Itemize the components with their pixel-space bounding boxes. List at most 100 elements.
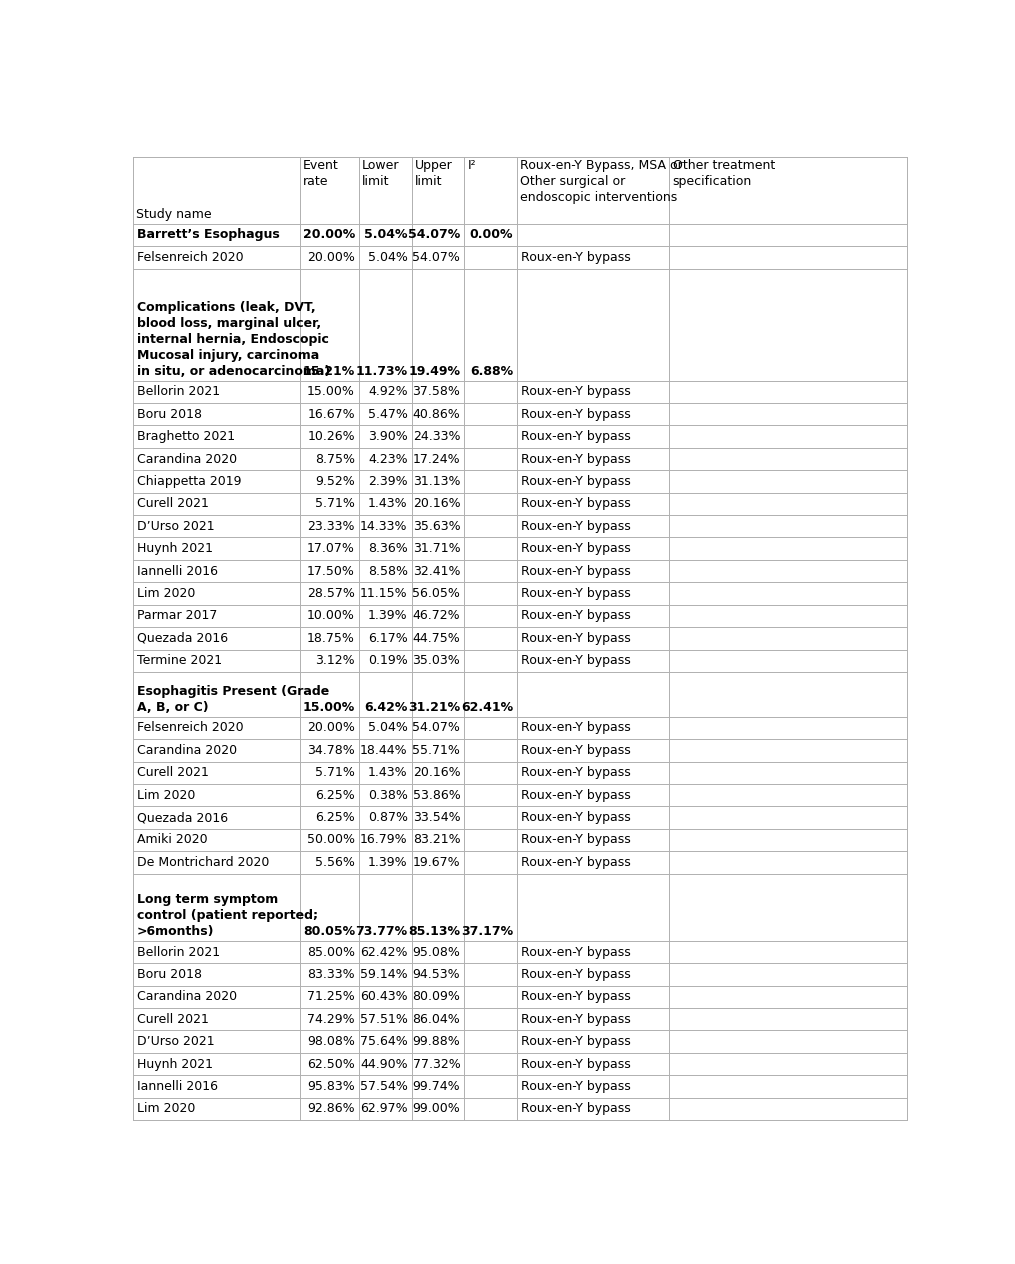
Text: Roux-en-Y Bypass, MSA or
Other surgical or
endoscopic interventions: Roux-en-Y Bypass, MSA or Other surgical …	[520, 159, 683, 205]
Text: Roux-en-Y bypass: Roux-en-Y bypass	[521, 632, 630, 645]
Text: 75.64%: 75.64%	[360, 1035, 408, 1048]
Text: 6.42%: 6.42%	[364, 700, 408, 714]
Text: 10.26%: 10.26%	[308, 430, 355, 444]
Text: 99.74%: 99.74%	[413, 1079, 460, 1093]
Text: 31.13%: 31.13%	[413, 475, 460, 488]
Text: Huynh 2021: Huynh 2021	[137, 1058, 213, 1071]
Text: 94.53%: 94.53%	[413, 968, 460, 981]
Text: 53.86%: 53.86%	[412, 789, 460, 801]
Text: Roux-en-Y bypass: Roux-en-Y bypass	[521, 789, 630, 801]
Text: 62.42%: 62.42%	[360, 945, 408, 958]
Text: Boru 2018: Boru 2018	[137, 968, 202, 981]
Text: Roux-en-Y bypass: Roux-en-Y bypass	[521, 655, 630, 667]
Text: Braghetto 2021: Braghetto 2021	[137, 430, 235, 444]
Text: Roux-en-Y bypass: Roux-en-Y bypass	[521, 542, 630, 555]
Text: 83.33%: 83.33%	[308, 968, 355, 981]
Text: 20.00%: 20.00%	[308, 250, 355, 264]
Text: 99.88%: 99.88%	[412, 1035, 460, 1048]
Text: 37.17%: 37.17%	[461, 925, 513, 938]
Text: 23.33%: 23.33%	[308, 520, 355, 533]
Text: Curell 2021: Curell 2021	[137, 497, 209, 511]
Text: 40.86%: 40.86%	[412, 408, 460, 421]
Text: 74.29%: 74.29%	[308, 1012, 355, 1026]
Text: Boru 2018: Boru 2018	[137, 408, 202, 421]
Text: Roux-en-Y bypass: Roux-en-Y bypass	[521, 1079, 630, 1093]
Text: Roux-en-Y bypass: Roux-en-Y bypass	[521, 722, 630, 734]
Text: Roux-en-Y bypass: Roux-en-Y bypass	[521, 833, 630, 847]
Text: 18.75%: 18.75%	[308, 632, 355, 645]
Text: Long term symptom
control (patient reported;
>6months): Long term symptom control (patient repor…	[137, 892, 318, 938]
Text: 18.44%: 18.44%	[360, 743, 408, 757]
Text: 35.63%: 35.63%	[413, 520, 460, 533]
Text: Lim 2020: Lim 2020	[137, 1102, 196, 1115]
Text: Iannelli 2016: Iannelli 2016	[137, 565, 218, 578]
Text: 83.21%: 83.21%	[413, 833, 460, 847]
Text: 57.54%: 57.54%	[359, 1079, 408, 1093]
Text: 44.75%: 44.75%	[412, 632, 460, 645]
Text: D’Urso 2021: D’Urso 2021	[137, 1035, 215, 1048]
Text: 15.00%: 15.00%	[308, 386, 355, 398]
Text: 33.54%: 33.54%	[413, 811, 460, 824]
Text: 10.00%: 10.00%	[308, 609, 355, 622]
Text: 0.87%: 0.87%	[367, 811, 408, 824]
Text: 34.78%: 34.78%	[308, 743, 355, 757]
Text: 5.47%: 5.47%	[367, 408, 408, 421]
Text: 2.39%: 2.39%	[368, 475, 408, 488]
Text: Roux-en-Y bypass: Roux-en-Y bypass	[521, 250, 630, 264]
Text: 62.50%: 62.50%	[308, 1058, 355, 1071]
Text: 17.24%: 17.24%	[413, 453, 460, 465]
Text: Curell 2021: Curell 2021	[137, 766, 209, 780]
Text: Termine 2021: Termine 2021	[137, 655, 222, 667]
Text: 99.00%: 99.00%	[412, 1102, 460, 1115]
Text: 5.71%: 5.71%	[315, 766, 355, 780]
Text: 20.16%: 20.16%	[413, 497, 460, 511]
Text: Bellorin 2021: Bellorin 2021	[137, 386, 220, 398]
Text: Felsenreich 2020: Felsenreich 2020	[137, 722, 244, 734]
Text: 5.71%: 5.71%	[315, 497, 355, 511]
Text: 80.05%: 80.05%	[302, 925, 355, 938]
Text: 95.83%: 95.83%	[308, 1079, 355, 1093]
Text: 1.43%: 1.43%	[368, 766, 408, 780]
Text: Event
rate: Event rate	[303, 159, 339, 188]
Text: 15.00%: 15.00%	[302, 700, 355, 714]
Text: 80.09%: 80.09%	[412, 991, 460, 1004]
Text: 50.00%: 50.00%	[307, 833, 355, 847]
Text: 17.07%: 17.07%	[308, 542, 355, 555]
Text: 16.79%: 16.79%	[360, 833, 408, 847]
Text: 16.67%: 16.67%	[308, 408, 355, 421]
Text: 1.39%: 1.39%	[368, 856, 408, 868]
Text: Lim 2020: Lim 2020	[137, 789, 196, 801]
Text: 3.90%: 3.90%	[367, 430, 408, 444]
Text: 19.67%: 19.67%	[413, 856, 460, 868]
Text: 20.00%: 20.00%	[308, 722, 355, 734]
Text: 8.58%: 8.58%	[367, 565, 408, 578]
Text: Roux-en-Y bypass: Roux-en-Y bypass	[521, 1058, 630, 1071]
Text: 5.04%: 5.04%	[364, 229, 408, 241]
Text: 1.43%: 1.43%	[368, 497, 408, 511]
Text: 6.17%: 6.17%	[367, 632, 408, 645]
Text: Roux-en-Y bypass: Roux-en-Y bypass	[521, 1102, 630, 1115]
Text: 9.52%: 9.52%	[316, 475, 355, 488]
Text: 62.41%: 62.41%	[461, 700, 513, 714]
Text: 3.12%: 3.12%	[316, 655, 355, 667]
Text: Roux-en-Y bypass: Roux-en-Y bypass	[521, 520, 630, 533]
Text: Lower
limit: Lower limit	[362, 159, 400, 188]
Text: 20.16%: 20.16%	[413, 766, 460, 780]
Text: Roux-en-Y bypass: Roux-en-Y bypass	[521, 968, 630, 981]
Text: Carandina 2020: Carandina 2020	[137, 991, 238, 1004]
Text: 85.13%: 85.13%	[408, 925, 460, 938]
Text: 44.90%: 44.90%	[360, 1058, 408, 1071]
Text: Huynh 2021: Huynh 2021	[137, 542, 213, 555]
Text: 19.49%: 19.49%	[408, 365, 460, 378]
Text: 0.00%: 0.00%	[470, 229, 513, 241]
Text: Iannelli 2016: Iannelli 2016	[137, 1079, 218, 1093]
Text: 54.07%: 54.07%	[412, 250, 460, 264]
Text: Chiappetta 2019: Chiappetta 2019	[137, 475, 242, 488]
Text: 17.50%: 17.50%	[308, 565, 355, 578]
Text: Barrett’s Esophagus: Barrett’s Esophagus	[137, 229, 280, 241]
Text: Roux-en-Y bypass: Roux-en-Y bypass	[521, 811, 630, 824]
Text: Carandina 2020: Carandina 2020	[137, 453, 238, 465]
Text: 20.00%: 20.00%	[302, 229, 355, 241]
Text: Roux-en-Y bypass: Roux-en-Y bypass	[521, 430, 630, 444]
Text: 5.04%: 5.04%	[367, 250, 408, 264]
